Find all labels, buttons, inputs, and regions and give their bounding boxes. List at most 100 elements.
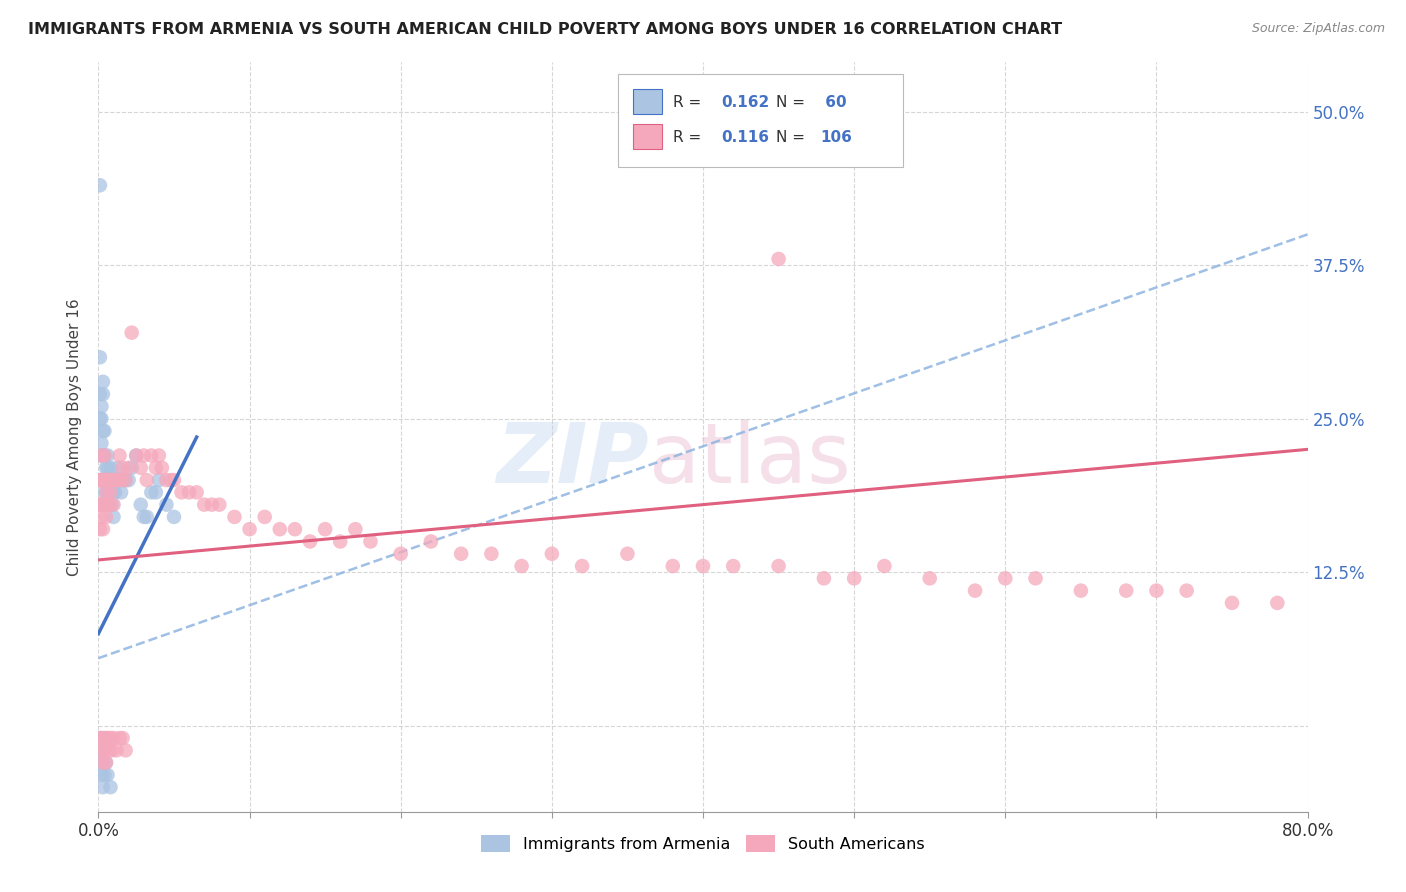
Point [129, 460, 152, 475]
Point [1115, 583, 1137, 598]
Point [94, 756, 117, 770]
Point [91, 473, 114, 487]
Point [90, 768, 112, 782]
FancyBboxPatch shape [633, 124, 662, 149]
Point [450, 547, 472, 561]
Point [98, 473, 121, 487]
Point [89, 731, 111, 745]
Point [93, 449, 115, 463]
Point [121, 326, 143, 340]
Point [239, 522, 262, 536]
Point [768, 252, 790, 266]
Point [108, 473, 131, 487]
Point [101, 473, 124, 487]
Point [91, 498, 114, 512]
Point [145, 485, 167, 500]
Point [389, 547, 412, 561]
Point [103, 485, 125, 500]
Point [101, 498, 124, 512]
Point [103, 498, 125, 512]
Point [616, 547, 638, 561]
Point [118, 473, 141, 487]
Point [89, 522, 111, 536]
Point [96, 485, 118, 500]
FancyBboxPatch shape [619, 74, 903, 168]
Point [510, 559, 533, 574]
Text: 60: 60 [820, 95, 846, 110]
Point [314, 522, 336, 536]
Point [96, 460, 118, 475]
Point [90, 400, 112, 414]
Point [118, 460, 141, 475]
Point [91, 756, 114, 770]
Point [344, 522, 367, 536]
Point [90, 473, 112, 487]
Point [94, 756, 117, 770]
Point [114, 473, 136, 487]
Text: 0.116: 0.116 [721, 130, 769, 145]
Point [91, 387, 114, 401]
Point [253, 510, 276, 524]
Point [98, 743, 121, 757]
Point [107, 473, 129, 487]
Point [111, 473, 134, 487]
Point [110, 473, 132, 487]
Text: atlas: atlas [648, 419, 851, 500]
Point [100, 473, 122, 487]
Point [89, 411, 111, 425]
Point [90, 510, 112, 524]
Point [93, 473, 115, 487]
Text: N =: N = [776, 95, 810, 110]
Point [148, 473, 170, 487]
Point [141, 449, 163, 463]
Point [360, 534, 382, 549]
Point [111, 731, 134, 745]
Text: 0.162: 0.162 [721, 95, 769, 110]
Point [420, 534, 443, 549]
Point [90, 743, 112, 757]
Point [135, 510, 157, 524]
Point [91, 473, 114, 487]
Text: ZIP: ZIP [496, 419, 648, 500]
Point [100, 473, 122, 487]
Point [616, 153, 638, 168]
Point [132, 510, 155, 524]
Point [193, 498, 215, 512]
Point [108, 731, 131, 745]
Point [105, 473, 128, 487]
Point [89, 756, 111, 770]
Point [170, 485, 193, 500]
Point [89, 473, 111, 487]
Point [90, 449, 112, 463]
Point [89, 731, 111, 745]
Point [94, 485, 117, 500]
Point [93, 498, 115, 512]
Point [103, 510, 125, 524]
Text: R =: R = [672, 95, 706, 110]
Point [96, 731, 118, 745]
Point [108, 449, 131, 463]
Point [114, 743, 136, 757]
Point [96, 498, 118, 512]
Point [98, 498, 121, 512]
Point [98, 473, 121, 487]
Point [94, 473, 117, 487]
Point [208, 498, 231, 512]
Point [873, 559, 896, 574]
Point [329, 534, 352, 549]
Point [132, 449, 155, 463]
Point [89, 387, 111, 401]
Point [125, 449, 148, 463]
Point [150, 460, 173, 475]
Point [186, 485, 208, 500]
Point [269, 522, 291, 536]
Legend: Immigrants from Armenia, South Americans: Immigrants from Armenia, South Americans [474, 828, 932, 860]
Point [129, 498, 152, 512]
Point [540, 547, 562, 561]
Point [94, 498, 117, 512]
Point [163, 510, 186, 524]
Text: 106: 106 [820, 130, 852, 145]
Point [89, 498, 111, 512]
Text: Source: ZipAtlas.com: Source: ZipAtlas.com [1251, 22, 1385, 36]
Point [155, 473, 177, 487]
